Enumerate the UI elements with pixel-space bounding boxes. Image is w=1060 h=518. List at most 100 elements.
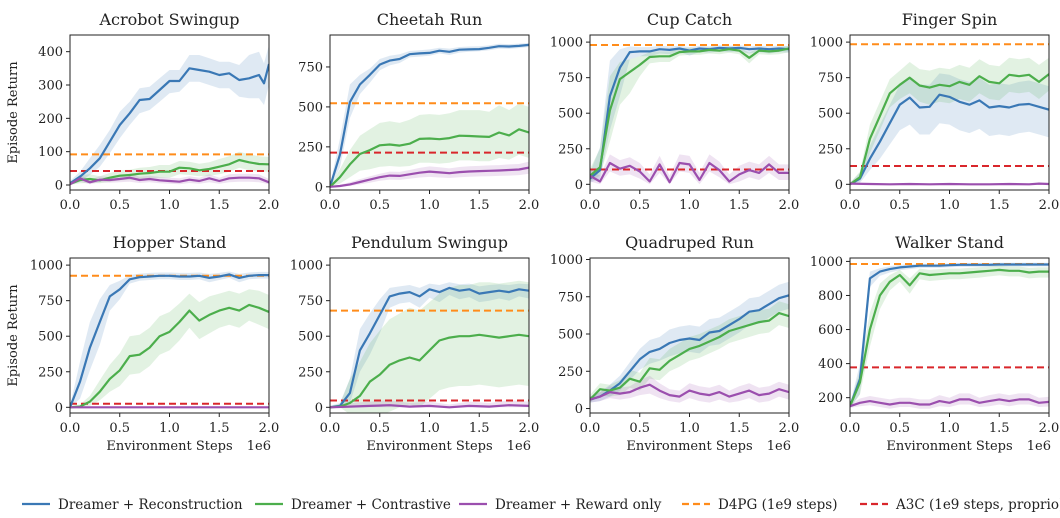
x-tick-label: 0.5: [889, 198, 910, 213]
line-dreamer-reconstruction: [850, 93, 1049, 186]
x-scale-label: 1e6: [767, 439, 791, 454]
panel-cup-catch: 0 250 500 750 1000 0.0 0.5 1.0 1.5 2.0 Cup Catch: [550, 10, 799, 213]
panel-acrobot-swingup: 0 100 200 300 400 0.0 0.5 1.0 1.5 2.0 Acrobot Swin…: [6, 10, 279, 213]
legend-label: Dreamer + Reward only: [495, 497, 662, 513]
x-tick-label: 0.5: [109, 198, 130, 213]
y-tick-label: 500: [558, 107, 583, 122]
y-tick-label: 500: [558, 328, 583, 343]
y-tick-label: 1000: [810, 36, 843, 51]
band-dreamer-reward-only: [850, 393, 1049, 409]
y-tick-label: 0: [575, 402, 583, 417]
x-tick-label: 2.0: [1039, 421, 1060, 436]
line-dreamer-reconstruction: [590, 294, 789, 401]
y-tick-label: 500: [298, 100, 323, 115]
y-tick-label: 750: [38, 294, 63, 309]
y-tick-label: 100: [38, 145, 63, 160]
x-axis-label: Environment Steps: [886, 439, 1012, 454]
y-tick-label: 400: [38, 45, 63, 60]
y-tick-label: 800: [818, 289, 843, 304]
line-dreamer-reconstruction: [70, 63, 269, 185]
y-tick-label: 250: [298, 365, 323, 380]
plot-area: [70, 271, 269, 409]
x-tick-label: 0.5: [629, 198, 650, 213]
legend-item-dreamer-reconstruction: Dreamer + Reconstruction: [22, 497, 243, 513]
plot-area: [70, 45, 269, 186]
band-dreamer-reconstruction: [850, 73, 1049, 185]
line-dreamer-reconstruction: [70, 273, 269, 408]
y-tick-label: 1000: [30, 259, 63, 274]
y-tick-label: 750: [298, 60, 323, 75]
y-tick-label: 0: [55, 401, 63, 416]
line-dreamer-contrastive: [850, 268, 1049, 407]
x-scale-label: 1e6: [507, 439, 531, 454]
x-tick-label: 2.0: [779, 421, 800, 436]
legend-label: A3C (1e9 steps, proprio): [895, 497, 1060, 513]
x-tick-label: 0.5: [629, 421, 650, 436]
y-tick-label: 500: [298, 330, 323, 345]
x-tick-label: 1.0: [939, 198, 960, 213]
panel-finger-spin: 0 250 500 750 1000 0.0 0.5 1.0 1.5 2.0 Finger Spin: [810, 10, 1059, 213]
y-tick-label: 500: [38, 330, 63, 345]
x-tick-label: 0.0: [60, 198, 81, 213]
line-dreamer-reward-only: [590, 161, 789, 184]
y-tick-label: 750: [558, 290, 583, 305]
x-scale-label: 1e6: [1027, 439, 1051, 454]
y-tick-label: 1000: [810, 255, 843, 270]
y-tick-label: 200: [38, 112, 63, 127]
plot-area: [330, 43, 529, 188]
x-tick-label: 0.0: [840, 421, 861, 436]
x-tick-label: 2.0: [779, 198, 800, 213]
x-tick-label: 0.0: [320, 421, 341, 436]
legend-label: D4PG (1e9 steps): [718, 497, 837, 513]
y-tick-label: 500: [818, 107, 843, 122]
x-tick-label: 2.0: [519, 421, 540, 436]
x-tick-label: 1.0: [159, 421, 180, 436]
y-tick-label: 1000: [550, 36, 583, 51]
x-tick-label: 1.5: [469, 421, 490, 436]
line-dreamer-reward-only: [850, 398, 1049, 408]
band-dreamer-contrastive: [330, 103, 529, 187]
y-tick-label: 0: [55, 179, 63, 194]
y-tick-label: 0: [835, 178, 843, 193]
panel-title: Walker Stand: [895, 233, 1004, 252]
legend-item-dreamer-reward-only: Dreamer + Reward only: [459, 497, 662, 513]
x-tick-label: 1.0: [159, 198, 180, 213]
band-dreamer-reconstruction: [590, 281, 789, 403]
y-tick-label: 750: [818, 71, 843, 86]
panel-title: Acrobot Swingup: [98, 10, 239, 29]
y-tick-label: 1000: [550, 253, 583, 268]
plot-area: [590, 281, 789, 403]
x-scale-label: 1e6: [247, 439, 271, 454]
y-tick-label: 600: [818, 323, 843, 338]
y-tick-label: 250: [818, 142, 843, 157]
x-tick-label: 0.0: [580, 421, 601, 436]
plot-area: [850, 43, 1049, 186]
y-tick-label: 250: [38, 365, 63, 380]
line-dreamer-reward-only: [330, 404, 529, 409]
legend-item-a3c-1e9-steps-proprio: A3C (1e9 steps, proprio): [860, 497, 1060, 513]
x-tick-label: 1.0: [419, 198, 440, 213]
panel-walker-stand: 200 400 600 800 1000 0.0 0.5 1.0 1.5 2.0 Walker St…: [810, 233, 1059, 454]
x-tick-label: 2.0: [259, 421, 280, 436]
band-dreamer-contrastive: [330, 280, 529, 413]
legend: Dreamer + Reconstruction Dreamer + Contra…: [22, 497, 1060, 513]
panel-title: Cheetah Run: [377, 10, 483, 29]
panel-pendulum-swingup: 0 250 500 750 1000 0.0 0.5 1.0 1.5 2.0 Pendulum Sw…: [290, 233, 539, 454]
band-dreamer-contrastive: [70, 289, 269, 408]
band-dreamer-reconstruction: [70, 45, 269, 185]
y-tick-label: 300: [38, 79, 63, 94]
panel-hopper-stand: 0 250 500 750 1000 0.0 0.5 1.0 1.5 2.0 Hopper Stan…: [6, 233, 279, 454]
x-tick-label: 1.0: [679, 198, 700, 213]
line-dreamer-contrastive: [590, 47, 789, 177]
panel-title: Quadruped Run: [625, 233, 754, 252]
band-dreamer-contrastive: [850, 265, 1049, 408]
panel-title: Pendulum Swingup: [351, 233, 508, 252]
legend-item-d4pg-1e9-steps: D4PG (1e9 steps): [682, 497, 837, 513]
axes-frame: [849, 257, 1050, 414]
y-tick-label: 750: [298, 294, 323, 309]
x-tick-label: 0.5: [889, 421, 910, 436]
band-dreamer-reward-only: [330, 161, 529, 187]
y-tick-label: 400: [818, 357, 843, 372]
plot-area: [590, 43, 789, 185]
line-dreamer-contrastive: [330, 128, 529, 188]
